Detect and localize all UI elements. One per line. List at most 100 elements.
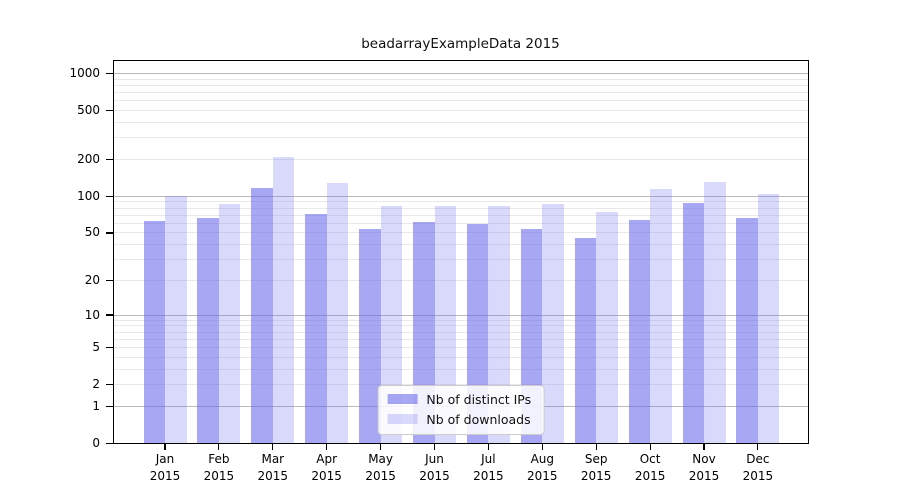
- bar-downloads-jul: [488, 206, 510, 444]
- x-axis-tick-label-dec: Dec 2015: [742, 451, 774, 483]
- minor-gridline-900: [112, 78, 809, 80]
- y-axis-tick-0: [105, 442, 113, 445]
- x-axis-tick-jan: [164, 443, 166, 450]
- y-axis-tick-label-50: 50: [84, 225, 100, 240]
- bar-downloads-jun: [434, 205, 456, 444]
- minor-gridline-300: [112, 137, 809, 139]
- bar-distinct-ips-dec: [736, 217, 758, 444]
- x-axis-tick-may: [380, 443, 382, 450]
- bar-downloads-dec: [757, 194, 780, 444]
- x-axis-tick-label-oct: Oct 2015: [634, 451, 666, 483]
- legend-label-distinct-ips: Nb of distinct IPs: [426, 391, 532, 407]
- minor-gridline-40: [112, 244, 809, 246]
- minor-gridline-500: [112, 110, 809, 112]
- minor-gridline-9: [112, 319, 809, 321]
- y-axis-tick-1: [105, 405, 113, 407]
- y-axis-tick-label-1000: 1000: [69, 66, 100, 80]
- bar-distinct-ips-mar: [251, 188, 273, 444]
- y-axis-tick-label-100: 100: [77, 188, 100, 203]
- minor-gridline-800: [112, 84, 809, 86]
- bar-downloads-jan: [165, 195, 187, 444]
- legend-item-distinct-ips: Nb of distinct IPs: [387, 392, 531, 407]
- y-axis-tick-100: [105, 195, 113, 197]
- x-axis-tick-label-aug: Aug 2015: [527, 451, 558, 483]
- x-axis-tick-aug: [541, 443, 543, 450]
- x-axis-tick-label-apr: Apr 2015: [311, 451, 342, 483]
- minor-gridline-90: [112, 201, 809, 203]
- y-axis-tick-10: [105, 314, 113, 316]
- bar-distinct-ips-sep: [574, 238, 597, 444]
- minor-gridline-20: [112, 279, 809, 281]
- y-axis-tick-label-1: 1: [92, 398, 100, 413]
- y-axis-tick-label-10: 10: [84, 307, 100, 322]
- minor-gridline-7: [112, 331, 809, 333]
- y-axis-tick-label-5: 5: [92, 340, 100, 355]
- legend-label-downloads: Nb of downloads: [426, 411, 531, 427]
- minor-gridline-6: [112, 338, 809, 340]
- x-axis-tick-label-nov: Nov 2015: [688, 451, 720, 483]
- y-axis-tick-label-20: 20: [84, 272, 100, 287]
- minor-gridline-70: [112, 214, 809, 216]
- legend-item-downloads: Nb of downloads: [387, 412, 531, 427]
- x-axis-tick-apr: [326, 443, 328, 450]
- y-axis-tick-20: [105, 279, 113, 282]
- chart-title: beadarrayExampleData 2015: [361, 36, 560, 52]
- y-axis-tick-200: [105, 158, 113, 161]
- y-axis-tick-label-0: 0: [92, 436, 100, 450]
- minor-gridline-50: [112, 232, 809, 234]
- major-gridline-10: [112, 314, 809, 316]
- y-axis-tick-2: [105, 384, 113, 386]
- bar-downloads-nov: [704, 182, 726, 444]
- minor-gridline-60: [112, 222, 809, 224]
- minor-gridline-8: [112, 325, 809, 327]
- y-axis-tick-5: [105, 346, 113, 349]
- x-axis-tick-label-jan: Jan 2015: [149, 451, 181, 483]
- minor-gridline-5: [112, 347, 809, 349]
- legend-swatch-downloads: [387, 414, 418, 424]
- y-axis-tick-50: [105, 232, 113, 234]
- x-axis-tick-label-mar: Mar 2015: [257, 451, 289, 483]
- x-axis-tick-jul: [487, 443, 489, 450]
- y-axis-tick-label-500: 500: [77, 103, 100, 118]
- y-axis-tick-1000: [105, 72, 113, 75]
- bar-distinct-ips-feb: [197, 217, 219, 444]
- bar-downloads-feb: [218, 203, 241, 444]
- bar-distinct-ips-jan: [143, 220, 165, 444]
- bar-distinct-ips-may: [359, 228, 381, 444]
- minor-gridline-80: [112, 207, 809, 209]
- legend: Nb of distinct IPs Nb of downloads: [377, 384, 545, 435]
- bar-distinct-ips-apr: [305, 214, 327, 444]
- x-axis-tick-mar: [272, 443, 274, 450]
- minor-gridline-4: [112, 356, 809, 358]
- x-axis-tick-nov: [703, 443, 705, 450]
- bar-distinct-ips-oct: [628, 219, 651, 444]
- x-axis-tick-jun: [433, 443, 436, 450]
- y-axis-tick-label-2: 2: [92, 377, 100, 392]
- bar-downloads-sep: [596, 211, 618, 444]
- bar-downloads-mar: [272, 156, 295, 444]
- minor-gridline-600: [112, 100, 809, 102]
- bar-downloads-apr: [326, 182, 349, 444]
- bar-downloads-may: [380, 205, 403, 444]
- x-axis-tick-oct: [649, 443, 651, 450]
- bar-distinct-ips-nov: [682, 203, 704, 444]
- x-axis-tick-label-may: May 2015: [365, 451, 396, 483]
- x-axis-tick-feb: [218, 443, 220, 450]
- x-axis-tick-label-jun: Jun 2015: [419, 451, 450, 483]
- x-axis-tick-label-sep: Sep 2015: [580, 451, 612, 483]
- minor-gridline-30: [112, 259, 809, 261]
- bar-downloads-aug: [542, 203, 564, 444]
- minor-gridline-400: [112, 121, 809, 123]
- x-axis-tick-dec: [757, 443, 759, 450]
- bar-downloads-oct: [650, 188, 672, 444]
- y-axis-tick-500: [105, 109, 113, 112]
- y-axis-tick-label-200: 200: [77, 151, 100, 166]
- x-axis-tick-label-jul: Jul 2015: [473, 451, 504, 483]
- major-gridline-100: [112, 195, 809, 197]
- major-gridline-1000: [112, 73, 809, 74]
- x-axis-tick-label-feb: Feb 2015: [203, 451, 235, 483]
- legend-swatch-distinct-ips: [387, 394, 418, 404]
- x-axis-tick-sep: [595, 443, 597, 450]
- plot-area: Nb of distinct IPs Nb of downloads: [112, 60, 809, 444]
